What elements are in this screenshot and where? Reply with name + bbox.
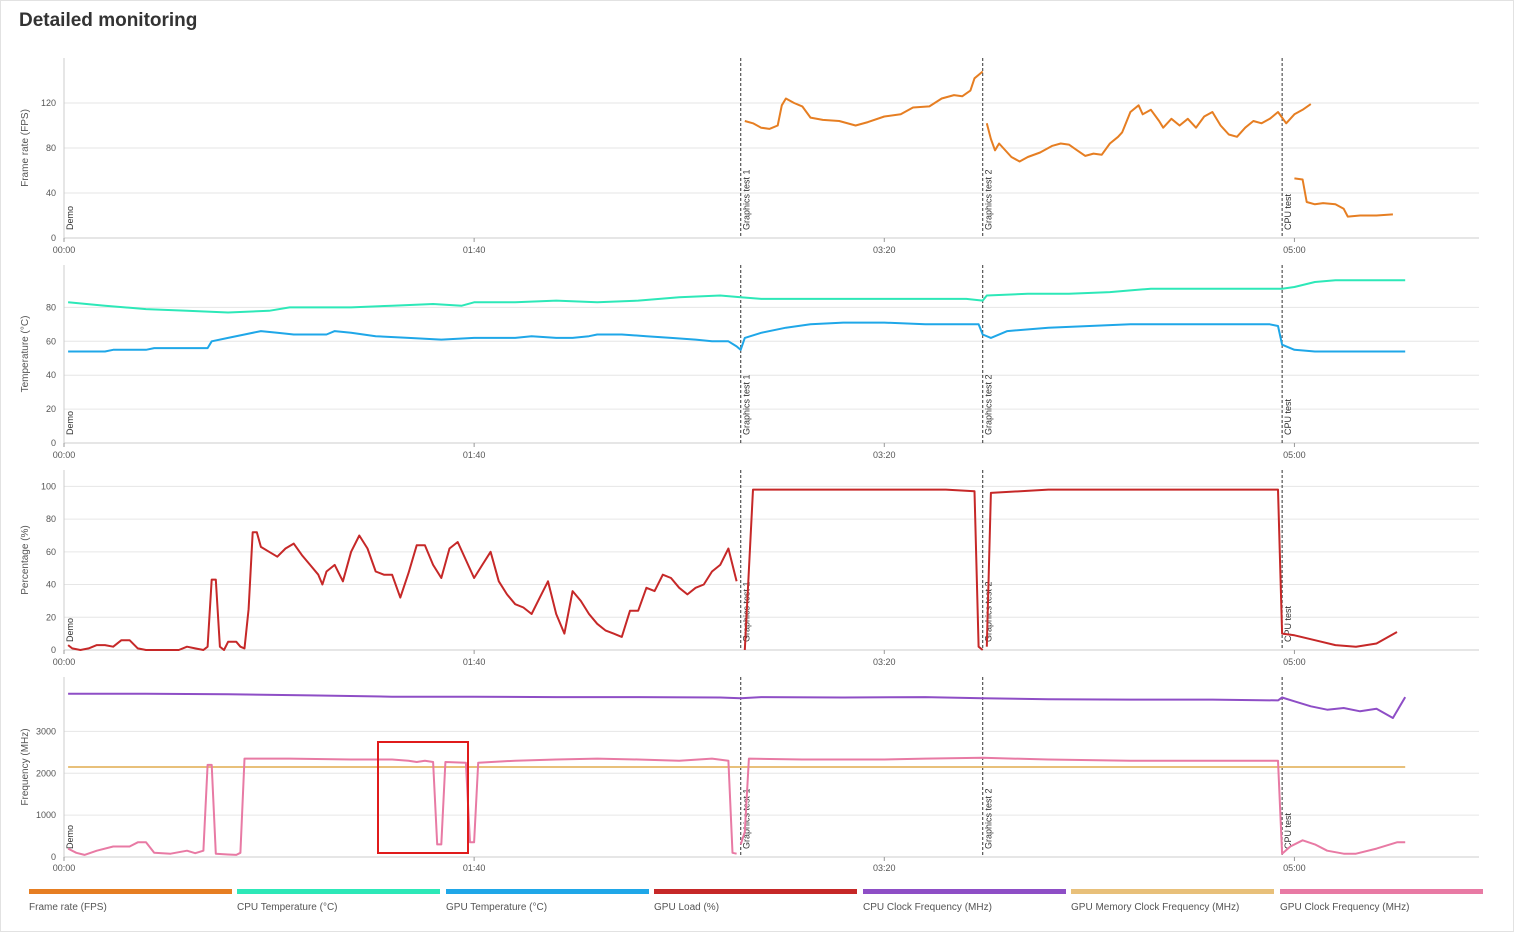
y-tick-label: 0 <box>51 645 56 655</box>
y-tick-label: 20 <box>46 612 56 622</box>
legend-item-gpu-load[interactable]: GPU Load (%) <box>654 889 857 913</box>
y-tick-label: 80 <box>46 143 56 153</box>
y-tick-label: 3000 <box>36 726 56 736</box>
legend: Frame rate (FPS) CPU Temperature (°C) GP… <box>29 889 1489 919</box>
legend-label: CPU Clock Frequency (MHz) <box>863 902 992 913</box>
legend-swatch <box>29 889 232 894</box>
legend-swatch <box>1071 889 1274 894</box>
legend-label: CPU Temperature (°C) <box>237 902 338 913</box>
marker-label: Demo <box>65 618 75 642</box>
x-tick-label: 00:00 <box>53 450 76 460</box>
legend-label: Frame rate (FPS) <box>29 902 107 913</box>
y-tick-label: 60 <box>46 547 56 557</box>
marker-label: Demo <box>65 206 75 230</box>
series-line <box>743 488 984 651</box>
y-tick-label: 0 <box>51 233 56 243</box>
y-tick-label: 0 <box>51 438 56 448</box>
marker-label: CPU test <box>1283 812 1293 849</box>
x-tick-label: 05:00 <box>1283 245 1306 255</box>
marker-label: CPU test <box>1283 193 1293 230</box>
y-tick-label: 40 <box>46 580 56 590</box>
legend-item-frame-rate[interactable]: Frame rate (FPS) <box>29 889 232 913</box>
y-tick-label: 100 <box>41 481 56 491</box>
y-tick-label: 40 <box>46 370 56 380</box>
series-line <box>67 531 738 651</box>
series-line <box>985 103 1312 163</box>
marker-label: Demo <box>65 411 75 435</box>
series-line <box>67 757 737 856</box>
legend-label: GPU Load (%) <box>654 902 720 913</box>
x-tick-label: 01:40 <box>463 245 486 255</box>
marker-label: Demo <box>65 825 75 849</box>
marker-label: Graphics test 1 <box>742 169 752 230</box>
series-line <box>68 279 1406 314</box>
x-tick-label: 05:00 <box>1283 863 1306 873</box>
x-tick-label: 00:00 <box>53 657 76 667</box>
marker-label: Graphics test 1 <box>742 374 752 435</box>
x-tick-label: 03:20 <box>873 863 896 873</box>
y-tick-label: 80 <box>46 302 56 312</box>
legend-label: GPU Temperature (°C) <box>446 902 548 913</box>
legend-label: GPU Clock Frequency (MHz) <box>1280 902 1410 913</box>
y-tick-label: 40 <box>46 188 56 198</box>
series-line <box>68 321 1406 353</box>
x-tick-label: 00:00 <box>53 863 76 873</box>
marker-label: CPU test <box>1283 605 1293 642</box>
y-axis-label: Temperature (°C) <box>20 316 31 393</box>
marker-label: Graphics test 2 <box>984 169 994 230</box>
x-tick-label: 03:20 <box>873 657 896 667</box>
y-tick-label: 1000 <box>36 810 56 820</box>
x-tick-label: 01:40 <box>463 863 486 873</box>
legend-item-gpu-clock[interactable]: GPU Clock Frequency (MHz) <box>1280 889 1483 913</box>
y-axis-label: Frequency (MHz) <box>20 728 31 805</box>
highlight-box <box>377 741 469 854</box>
y-axis-label: Percentage (%) <box>20 525 31 594</box>
legend-swatch <box>654 889 857 894</box>
legend-label: GPU Memory Clock Frequency (MHz) <box>1071 902 1240 913</box>
legend-swatch <box>446 889 649 894</box>
marker-label: CPU test <box>1283 398 1293 435</box>
y-tick-label: 120 <box>41 98 56 108</box>
x-tick-label: 03:20 <box>873 450 896 460</box>
legend-swatch <box>863 889 1066 894</box>
x-tick-label: 05:00 <box>1283 657 1306 667</box>
y-tick-label: 20 <box>46 404 56 414</box>
marker-label: Graphics test 2 <box>984 374 994 435</box>
x-tick-label: 03:20 <box>873 245 896 255</box>
y-axis-label: Frame rate (FPS) <box>20 109 31 187</box>
marker-label: Graphics test 1 <box>742 788 752 849</box>
y-tick-label: 2000 <box>36 768 56 778</box>
series-line <box>744 70 984 130</box>
legend-swatch <box>237 889 440 894</box>
page-title: Detailed monitoring <box>19 10 198 31</box>
x-tick-label: 00:00 <box>53 245 76 255</box>
legend-item-cpu-clock[interactable]: CPU Clock Frequency (MHz) <box>863 889 1066 913</box>
marker-label: Graphics test 2 <box>984 788 994 849</box>
series-line <box>1294 177 1393 218</box>
x-tick-label: 01:40 <box>463 657 486 667</box>
series-line <box>68 692 1407 719</box>
legend-item-gpu-temperature[interactable]: GPU Temperature (°C) <box>446 889 649 913</box>
x-tick-label: 05:00 <box>1283 450 1306 460</box>
y-tick-label: 80 <box>46 514 56 524</box>
x-tick-label: 01:40 <box>463 450 486 460</box>
legend-swatch <box>1280 889 1483 894</box>
legend-item-cpu-temperature[interactable]: CPU Temperature (°C) <box>237 889 440 913</box>
y-tick-label: 60 <box>46 336 56 346</box>
y-tick-label: 0 <box>51 852 56 862</box>
series-line <box>739 756 1406 855</box>
series-line <box>985 488 1398 648</box>
legend-item-gpu-memory-clock[interactable]: GPU Memory Clock Frequency (MHz) <box>1071 889 1274 913</box>
